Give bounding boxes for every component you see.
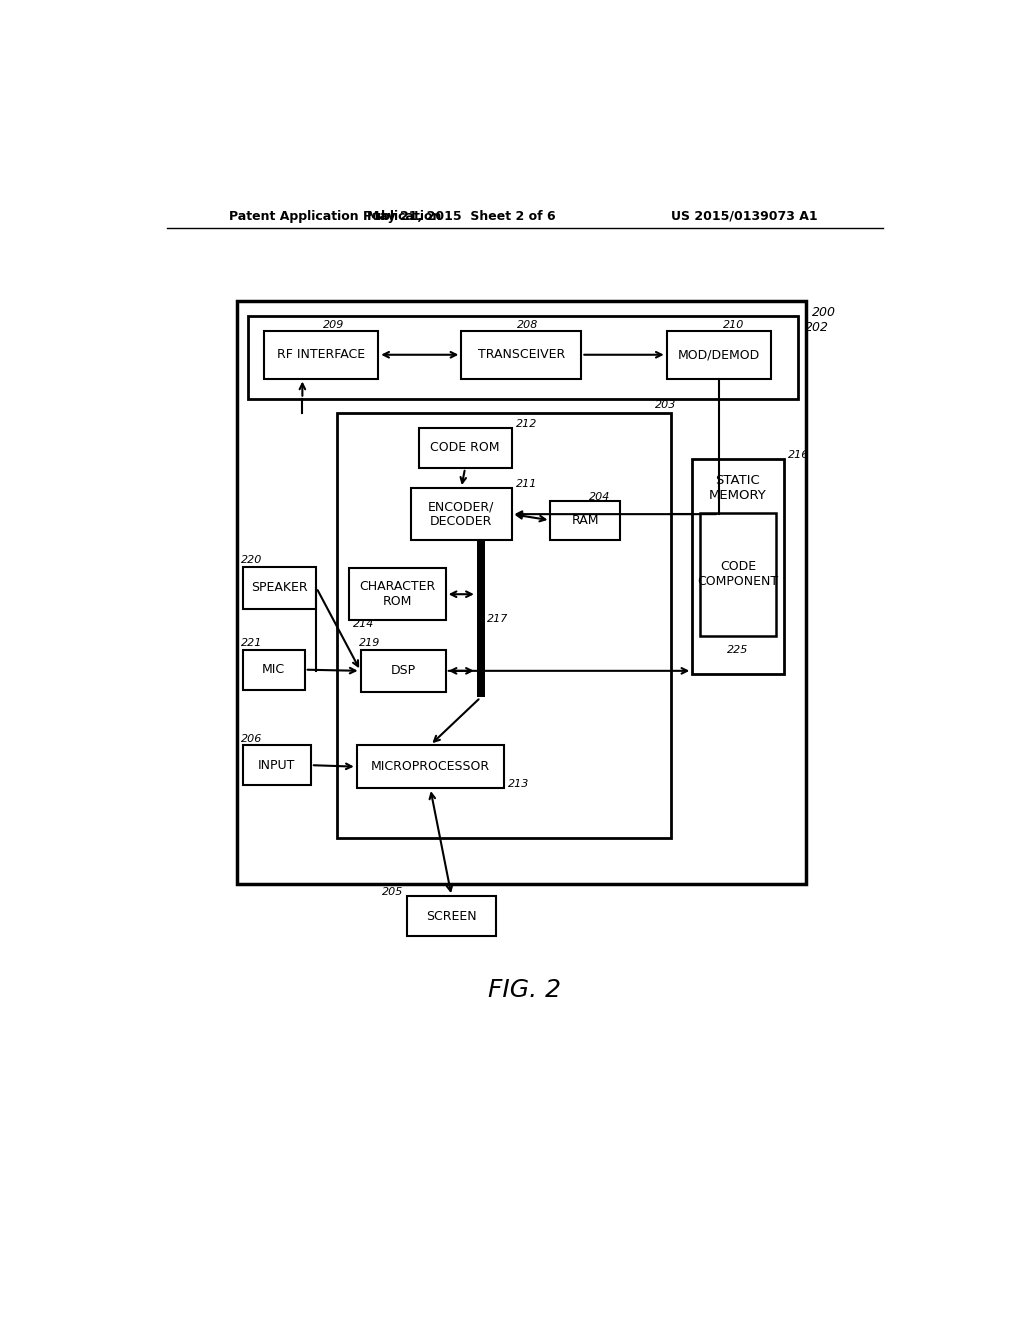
Bar <box>356 744 504 788</box>
Text: 216: 216 <box>787 450 809 459</box>
Text: 220: 220 <box>241 556 262 565</box>
Bar <box>263 331 378 379</box>
Bar <box>461 331 582 379</box>
Text: 208: 208 <box>517 319 539 330</box>
Bar <box>550 502 621 540</box>
Text: SPEAKER: SPEAKER <box>251 581 308 594</box>
Text: RF INTERFACE: RF INTERFACE <box>276 348 365 362</box>
Text: 200: 200 <box>812 306 837 319</box>
Text: RAM: RAM <box>571 513 599 527</box>
Bar <box>667 331 771 379</box>
Text: 206: 206 <box>241 734 262 744</box>
Bar <box>243 744 311 785</box>
Text: 209: 209 <box>323 319 344 330</box>
Text: MOD/DEMOD: MOD/DEMOD <box>678 348 760 362</box>
Bar <box>407 896 496 936</box>
Text: 210: 210 <box>723 319 744 330</box>
Text: 225: 225 <box>727 644 749 655</box>
Bar <box>243 566 316 609</box>
Text: TRANSCEIVER: TRANSCEIVER <box>477 348 565 362</box>
Text: MIC: MIC <box>262 663 286 676</box>
Text: DSP: DSP <box>390 664 416 677</box>
Bar <box>419 428 512 469</box>
Bar <box>477 540 484 697</box>
Bar <box>700 512 776 636</box>
Text: CHARACTER
ROM: CHARACTER ROM <box>359 581 435 609</box>
Text: 217: 217 <box>486 614 508 624</box>
Bar <box>360 649 445 692</box>
Text: ENCODER/
DECODER: ENCODER/ DECODER <box>428 500 495 528</box>
Bar <box>337 413 671 838</box>
Text: 202: 202 <box>805 321 828 334</box>
Text: Patent Application Publication: Patent Application Publication <box>228 210 441 223</box>
Text: 219: 219 <box>359 639 380 648</box>
Text: INPUT: INPUT <box>258 759 296 772</box>
Text: US 2015/0139073 A1: US 2015/0139073 A1 <box>671 210 818 223</box>
Text: 203: 203 <box>655 400 677 409</box>
Text: STATIC
MEMORY: STATIC MEMORY <box>709 474 767 502</box>
Text: 204: 204 <box>589 492 610 502</box>
Text: 205: 205 <box>382 887 403 898</box>
Bar <box>411 488 512 540</box>
Text: 211: 211 <box>515 479 537 490</box>
Bar <box>349 568 445 620</box>
Bar <box>243 649 305 689</box>
Bar <box>692 459 783 675</box>
Text: 212: 212 <box>515 418 537 429</box>
Text: 214: 214 <box>352 619 374 630</box>
Text: 213: 213 <box>508 779 529 789</box>
Bar <box>237 301 806 884</box>
Text: CODE
COMPONENT: CODE COMPONENT <box>697 560 778 589</box>
Text: FIG. 2: FIG. 2 <box>488 978 561 1002</box>
Text: MICROPROCESSOR: MICROPROCESSOR <box>371 760 489 774</box>
Text: CODE ROM: CODE ROM <box>430 441 500 454</box>
Bar <box>248 317 799 399</box>
Text: SCREEN: SCREEN <box>426 909 477 923</box>
Text: 221: 221 <box>241 639 262 648</box>
Text: May 21, 2015  Sheet 2 of 6: May 21, 2015 Sheet 2 of 6 <box>367 210 556 223</box>
